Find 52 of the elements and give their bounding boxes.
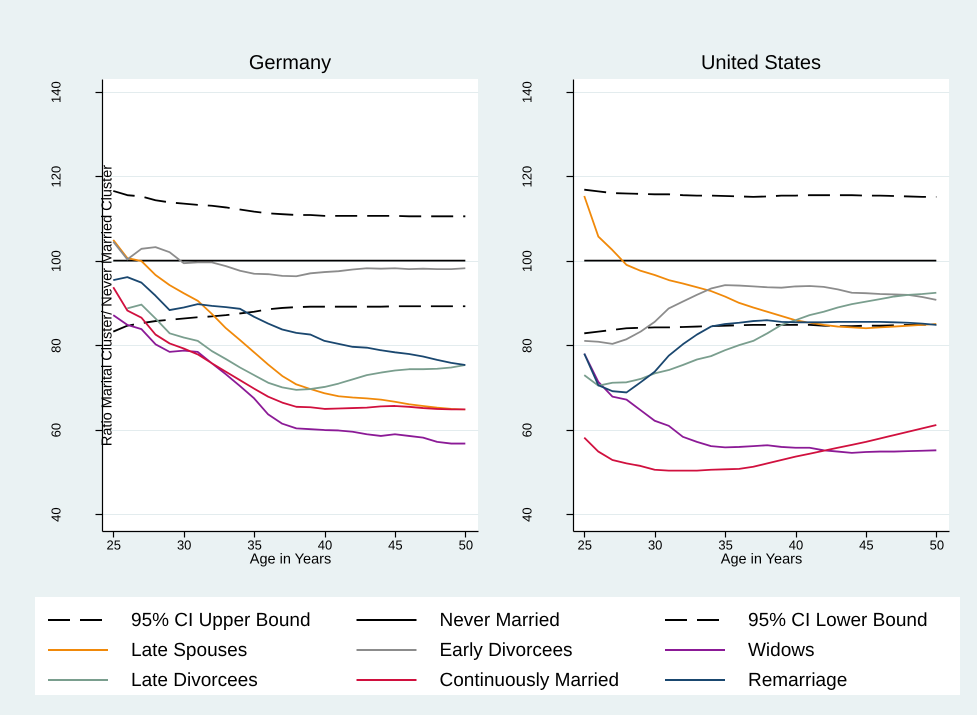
y-tick-label: 140	[48, 81, 64, 104]
x-axis-title: Age in Years	[250, 552, 332, 568]
y-tick-label: 80	[48, 338, 64, 353]
y-tick-label: 80	[520, 338, 534, 353]
x-tick-label: 35	[718, 538, 733, 552]
y-tick-label: 120	[520, 166, 534, 188]
legend-label: Continuously Married	[440, 670, 620, 691]
legend-label: Late Spouses	[131, 640, 248, 661]
line-series	[112, 276, 466, 366]
line-series	[583, 284, 938, 345]
x-tick-label: 25	[106, 538, 121, 552]
line-series	[112, 305, 466, 333]
line-series	[583, 352, 938, 454]
line-series	[583, 424, 938, 472]
x-tick-label: 45	[388, 538, 403, 552]
legend-label: Remarriage	[748, 670, 848, 691]
y-tick-label: 100	[520, 250, 534, 272]
line-series	[583, 292, 938, 387]
line-series	[112, 286, 466, 410]
x-axis-title: Age in Years	[720, 552, 802, 568]
x-tick-label: 30	[648, 538, 662, 552]
y-tick-label: 40	[48, 507, 64, 522]
y-tick-label: 120	[48, 166, 64, 188]
legend-label: Early Divorcees	[440, 640, 573, 661]
x-tick-label: 40	[788, 538, 804, 552]
line-series	[112, 240, 466, 278]
chart-title: Germany	[248, 52, 332, 74]
y-tick-label: 60	[520, 422, 534, 438]
line-series	[583, 188, 938, 198]
y-tick-label: 40	[520, 507, 534, 522]
x-tick-label: 25	[578, 538, 592, 552]
legend-label: Never Married	[440, 610, 560, 631]
line-series	[583, 319, 938, 394]
line-series	[583, 195, 938, 330]
legend-label: 95% CI Upper Bound	[131, 610, 311, 631]
line-series	[112, 190, 466, 218]
x-tick-label: 40	[318, 538, 332, 552]
legend-label: Late Divorcees	[131, 670, 258, 691]
y-tick-label: 140	[520, 81, 534, 104]
line-series	[126, 304, 466, 391]
legend-label: Widows	[748, 640, 815, 661]
line-series	[112, 314, 466, 444]
x-tick-label: 50	[458, 538, 474, 552]
y-tick-label: 60	[48, 422, 64, 438]
x-tick-label: 30	[176, 538, 192, 552]
chart-title: United States	[700, 52, 822, 74]
line-series	[583, 324, 938, 334]
x-tick-label: 50	[930, 538, 944, 552]
legend-label: 95% CI Lower Bound	[748, 610, 928, 631]
y-tick-label: 100	[48, 250, 64, 272]
x-tick-label: 45	[859, 538, 874, 552]
x-tick-label: 35	[247, 538, 262, 552]
